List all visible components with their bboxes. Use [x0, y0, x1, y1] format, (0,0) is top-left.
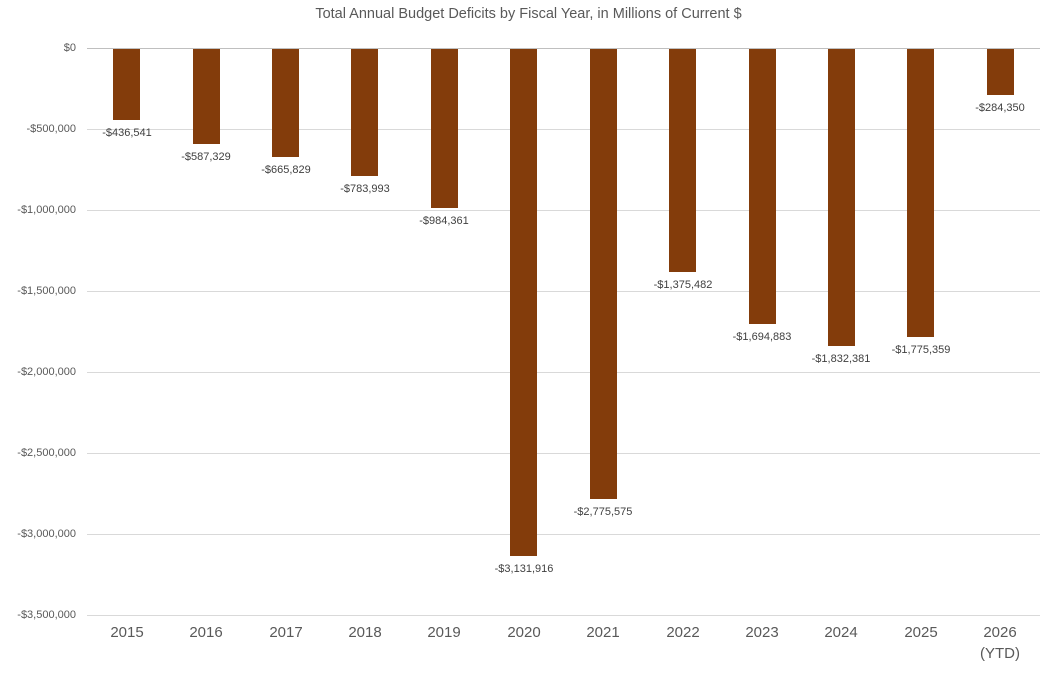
x-tick-label: 2024: [824, 624, 858, 641]
data-label: -$1,775,359: [891, 344, 951, 356]
data-label: -$665,829: [261, 164, 311, 176]
plot-area: -$436,541 -$587,329 -$665,829 -$783,993 -$98…: [87, 48, 1040, 616]
deficit-bar: [510, 49, 537, 556]
x-tick-label: 2019: [427, 624, 461, 641]
data-label: -$1,832,381: [811, 353, 871, 365]
x-tick-label: 2026 (YTD): [980, 624, 1020, 662]
y-tick-label: -$3,500,000: [17, 609, 76, 621]
deficit-bar: [351, 49, 378, 176]
y-tick-label: -$2,500,000: [17, 447, 76, 459]
data-label: -$984,361: [419, 215, 469, 227]
data-label: -$1,375,482: [653, 279, 713, 291]
gridline: [87, 291, 1040, 292]
x-tick-label: 2016: [189, 624, 223, 641]
x-tick-label: 2015: [110, 624, 144, 641]
data-label: -$783,993: [340, 183, 390, 195]
y-tick-label: -$500,000: [26, 123, 76, 135]
data-label: -$3,131,916: [494, 563, 554, 575]
x-tick-label: 2021: [586, 624, 620, 641]
data-label: -$2,775,575: [573, 506, 633, 518]
zero-axis-line: [87, 48, 1040, 49]
x-tick-label: 2020: [507, 624, 541, 641]
data-label: -$436,541: [102, 127, 152, 139]
deficit-bar: [907, 49, 934, 337]
data-label: -$284,350: [975, 102, 1025, 114]
y-tick-label: -$2,000,000: [17, 366, 76, 378]
y-tick-label: -$1,000,000: [17, 204, 76, 216]
y-tick-label: -$3,000,000: [17, 528, 76, 540]
gridline: [87, 210, 1040, 211]
deficit-bar: [193, 49, 220, 144]
deficit-bar: [431, 49, 458, 208]
gridline: [87, 129, 1040, 130]
deficit-bar: [272, 49, 299, 157]
gridline: [87, 534, 1040, 535]
gridline: [87, 615, 1040, 616]
x-axis: 2015 2016 2017 2018 2019 2020 2021 2022 2023 2024…: [87, 622, 1040, 672]
x-tick-label: 2022: [666, 624, 700, 641]
data-label: -$1,694,883: [732, 331, 792, 343]
x-tick-label: 2018: [348, 624, 382, 641]
x-tick-label: 2025: [904, 624, 938, 641]
x-tick-label: 2023: [745, 624, 779, 641]
deficit-bar: [987, 49, 1014, 95]
chart-title: Total Annual Budget Deficits by Fiscal Y…: [315, 6, 742, 22]
data-label: -$587,329: [181, 151, 231, 163]
deficit-bar: [828, 49, 855, 346]
x-tick-label: 2017: [269, 624, 303, 641]
gridline: [87, 453, 1040, 454]
deficit-bar: [113, 49, 140, 120]
y-axis: $0 -$500,000 -$1,000,000 -$1,500,000 -$2,000…: [0, 42, 76, 621]
gridline: [87, 372, 1040, 373]
y-tick-label: $0: [63, 42, 76, 54]
deficit-bar: [669, 49, 696, 272]
deficit-bar: [590, 49, 617, 499]
y-tick-label: -$1,500,000: [17, 285, 76, 297]
deficit-bar: [749, 49, 776, 324]
